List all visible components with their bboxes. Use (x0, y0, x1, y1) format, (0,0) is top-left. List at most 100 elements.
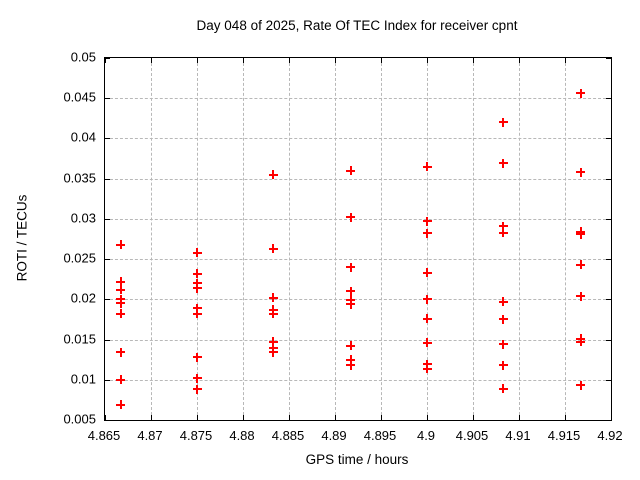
top-tick (105, 58, 106, 63)
data-point (576, 291, 586, 301)
bottom-tick (427, 415, 428, 420)
y-tick-label: 0.045 (63, 89, 96, 105)
x-gridline (243, 58, 244, 420)
bottom-tick (289, 415, 290, 420)
x-axis-label: GPS time / hours (305, 452, 409, 467)
x-gridline (381, 58, 382, 420)
x-gridline (427, 58, 428, 420)
bottom-tick (335, 415, 336, 420)
data-point (576, 337, 586, 347)
x-gridline (335, 58, 336, 420)
right-tick (606, 339, 611, 341)
data-point (498, 117, 508, 127)
data-point (116, 285, 126, 295)
data-point (116, 309, 126, 319)
y-gridline (105, 98, 611, 100)
right-tick (606, 259, 611, 261)
data-point (346, 355, 356, 365)
data-point (346, 341, 356, 351)
bottom-tick (197, 415, 198, 420)
data-point (116, 298, 126, 308)
data-point (116, 277, 126, 287)
data-point (498, 228, 508, 238)
data-point (576, 88, 586, 98)
data-point (346, 286, 356, 296)
x-gridline (289, 58, 290, 420)
data-point (116, 375, 126, 385)
top-tick (197, 58, 198, 63)
data-point (346, 299, 356, 309)
y-gridline (105, 259, 611, 261)
top-tick (565, 58, 566, 63)
y-tick-label: 0.01 (70, 371, 96, 387)
data-point (192, 269, 202, 279)
y-tick-label: 0.025 (63, 250, 96, 266)
left-tick (105, 98, 110, 100)
bottom-tick (105, 415, 106, 420)
data-point (576, 167, 586, 177)
x-tick-label: 4.875 (179, 428, 213, 443)
top-tick (427, 58, 428, 63)
right-tick (606, 299, 611, 301)
x-tick-label: 4.92 (597, 428, 623, 443)
x-gridline (565, 58, 566, 420)
bottom-tick (519, 415, 520, 420)
data-point (498, 339, 508, 349)
data-point (268, 244, 278, 254)
left-tick (105, 178, 110, 180)
data-point (192, 303, 202, 313)
left-tick (105, 379, 110, 381)
right-tick (606, 138, 611, 140)
bottom-tick (243, 415, 244, 420)
data-point (116, 347, 126, 357)
chart-title: Day 048 of 2025, Rate Of TEC Index for r… (196, 18, 518, 33)
left-tick (105, 218, 110, 220)
right-tick (606, 218, 611, 220)
data-point (422, 338, 432, 348)
data-point (268, 337, 278, 347)
y-tick-label: 0.02 (70, 290, 96, 306)
top-tick (611, 58, 612, 63)
y-gridline (105, 379, 611, 381)
data-point (422, 294, 432, 304)
data-point (498, 314, 508, 324)
y-gridline (105, 218, 611, 220)
data-point (346, 212, 356, 222)
data-point (192, 283, 202, 293)
right-tick (606, 420, 611, 421)
y-gridline (105, 138, 611, 140)
data-point (422, 216, 432, 226)
plot-area (104, 57, 612, 421)
x-tick-label: 4.91 (505, 428, 531, 443)
left-tick (105, 420, 110, 421)
y-gridline (105, 299, 611, 301)
data-point (268, 309, 278, 319)
top-tick (151, 58, 152, 63)
top-tick (519, 58, 520, 63)
x-tick-label: 4.885 (271, 428, 305, 443)
data-point (192, 352, 202, 362)
x-tick-label: 4.915 (547, 428, 581, 443)
data-point (498, 360, 508, 370)
data-point (192, 309, 202, 319)
data-point (192, 384, 202, 394)
x-gridline (519, 58, 520, 420)
right-tick (606, 178, 611, 180)
bottom-tick (611, 415, 612, 420)
data-point (192, 373, 202, 383)
data-point (116, 240, 126, 250)
left-tick (105, 259, 110, 261)
data-point (268, 347, 278, 357)
data-point (346, 262, 356, 272)
x-tick-label: 4.87 (137, 428, 163, 443)
left-tick (105, 58, 110, 59)
data-point (268, 170, 278, 180)
right-tick (606, 379, 611, 381)
data-point (422, 364, 432, 373)
data-point (192, 248, 202, 258)
data-point (116, 400, 126, 410)
x-tick-label: 4.9 (416, 428, 436, 443)
top-tick (243, 58, 244, 63)
data-point (422, 268, 432, 278)
